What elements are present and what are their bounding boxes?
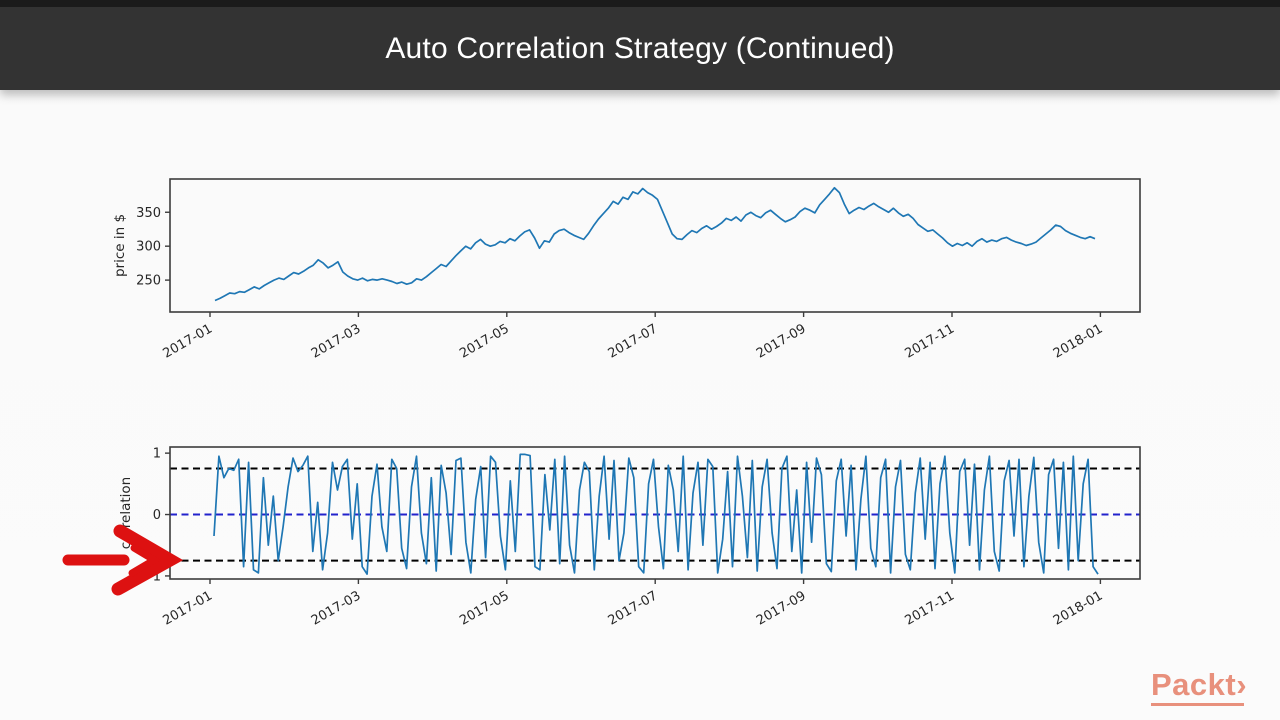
title-bar: Auto Correlation Strategy (Continued) (0, 0, 1280, 90)
red-arrow-icon (62, 524, 184, 596)
svg-text:2017-11: 2017-11 (902, 321, 957, 361)
packt-logo-text: Packt (1151, 667, 1237, 702)
svg-text:0: 0 (153, 508, 161, 523)
packt-logo-chevron-icon: › (1236, 667, 1248, 702)
page-title: Auto Correlation Strategy (Continued) (385, 31, 895, 65)
svg-text:2017-11: 2017-11 (902, 588, 957, 628)
svg-text:2017-03: 2017-03 (309, 321, 364, 361)
svg-text:2018-01: 2018-01 (1051, 321, 1106, 361)
correlation-chart: −1 0 1 2017-01 2017-03 2017-05 2017-07 2017-09 2… (110, 430, 1150, 640)
packt-logo: Packt› (1151, 669, 1251, 706)
svg-text:2017-09: 2017-09 (754, 588, 809, 628)
svg-text:2017-09: 2017-09 (754, 321, 809, 361)
svg-text:350: 350 (136, 206, 161, 221)
svg-text:2017-01: 2017-01 (160, 321, 215, 361)
svg-text:2017-07: 2017-07 (606, 588, 661, 628)
svg-text:2018-01: 2018-01 (1051, 588, 1106, 628)
svg-text:2017-05: 2017-05 (457, 588, 512, 628)
svg-text:price in $: price in $ (112, 214, 128, 277)
packt-logo-underline (1151, 703, 1244, 706)
svg-text:1: 1 (153, 447, 161, 462)
svg-text:300: 300 (136, 240, 161, 255)
svg-text:2017-05: 2017-05 (457, 321, 512, 361)
svg-text:250: 250 (136, 274, 161, 289)
svg-text:2017-03: 2017-03 (309, 588, 364, 628)
price-chart-svg: 250 300 350 2017-01 2017-03 2017-05 2017-07 201… (112, 178, 1141, 362)
price-chart: 250 300 350 2017-01 2017-03 2017-05 2017-07 201… (110, 165, 1150, 370)
svg-text:2017-07: 2017-07 (606, 321, 661, 361)
